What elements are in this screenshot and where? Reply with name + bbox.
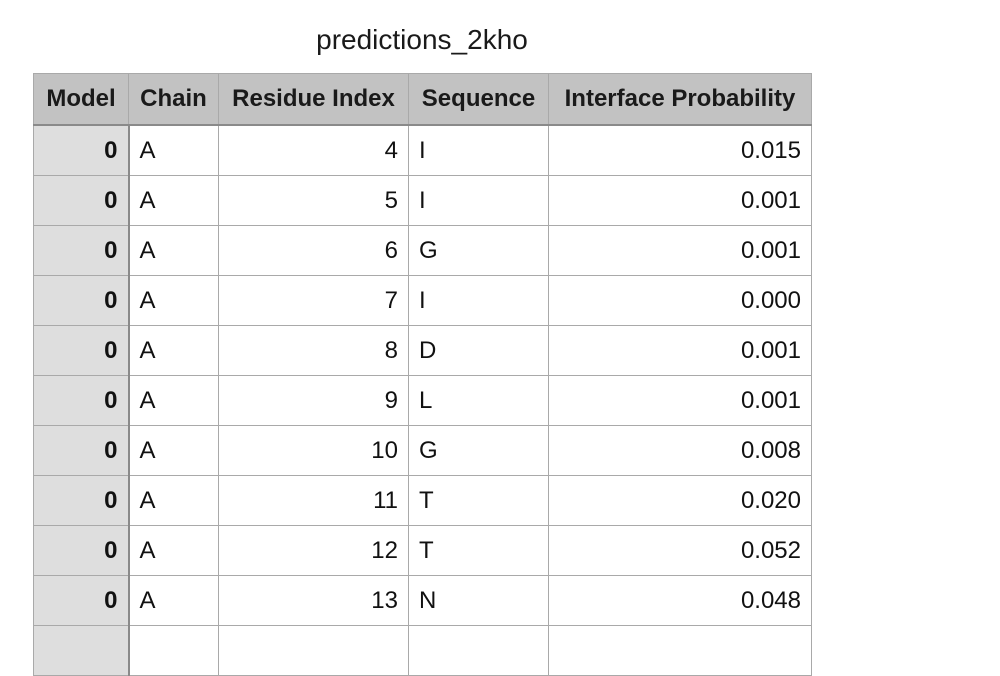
residue-index-cell[interactable]: 6 bbox=[218, 225, 409, 276]
chain-cell[interactable]: A bbox=[128, 525, 219, 576]
table-row: 0 A 8 D 0.001 bbox=[33, 325, 812, 376]
chain-cell[interactable]: A bbox=[128, 225, 219, 276]
chain-cell[interactable] bbox=[128, 625, 219, 676]
sequence-cell[interactable]: I bbox=[408, 124, 549, 176]
residue-index-cell[interactable]: 4 bbox=[218, 124, 409, 176]
sequence-cell[interactable]: L bbox=[408, 375, 549, 426]
sheet-title: predictions_2kho bbox=[316, 24, 528, 55]
sequence-cell[interactable]: D bbox=[408, 325, 549, 376]
model-cell[interactable]: 0 bbox=[33, 325, 130, 376]
table-body: 0 A 4 I 0.015 0 A 5 I 0.001 0 A 6 G 0.001 0 A 7 I 0.000 0 A 8 D… bbox=[33, 124, 812, 676]
sequence-cell[interactable] bbox=[408, 625, 549, 676]
model-cell[interactable]: 0 bbox=[33, 225, 130, 276]
interface-probability-cell[interactable]: 0.015 bbox=[548, 124, 812, 176]
sequence-cell[interactable]: G bbox=[408, 225, 549, 276]
interface-probability-cell[interactable]: 0.020 bbox=[548, 475, 812, 526]
model-cell[interactable]: 0 bbox=[33, 375, 130, 426]
table-row: 0 A 10 G 0.008 bbox=[33, 425, 812, 476]
chain-cell[interactable]: A bbox=[128, 425, 219, 476]
interface-probability-cell[interactable]: 0.001 bbox=[548, 325, 812, 376]
table-row bbox=[33, 625, 812, 676]
chain-cell[interactable]: A bbox=[128, 575, 219, 626]
interface-probability-cell[interactable]: 0.001 bbox=[548, 225, 812, 276]
sequence-cell[interactable]: I bbox=[408, 275, 549, 326]
residue-index-cell[interactable]: 11 bbox=[218, 475, 409, 526]
sequence-cell[interactable]: T bbox=[408, 475, 549, 526]
model-cell[interactable]: 0 bbox=[33, 425, 130, 476]
model-cell[interactable] bbox=[33, 625, 130, 676]
residue-index-cell[interactable]: 9 bbox=[218, 375, 409, 426]
model-cell[interactable]: 0 bbox=[33, 175, 130, 226]
column-header-sequence[interactable]: Sequence bbox=[408, 73, 549, 126]
predictions-table: Model Chain Residue Index Sequence Inter… bbox=[33, 73, 812, 676]
chain-cell[interactable]: A bbox=[128, 124, 219, 176]
predictions-table-container: Model Chain Residue Index Sequence Inter… bbox=[33, 73, 812, 676]
column-header-interface-probability[interactable]: Interface Probability bbox=[548, 73, 812, 126]
sequence-cell[interactable]: G bbox=[408, 425, 549, 476]
residue-index-cell[interactable] bbox=[218, 625, 409, 676]
column-header-residue-index[interactable]: Residue Index bbox=[218, 73, 409, 126]
interface-probability-cell[interactable]: 0.001 bbox=[548, 175, 812, 226]
model-cell[interactable]: 0 bbox=[33, 124, 130, 176]
residue-index-cell[interactable]: 13 bbox=[218, 575, 409, 626]
chain-cell[interactable]: A bbox=[128, 175, 219, 226]
table-row: 0 A 5 I 0.001 bbox=[33, 175, 812, 226]
interface-probability-cell[interactable]: 0.000 bbox=[548, 275, 812, 326]
table-row: 0 A 6 G 0.001 bbox=[33, 225, 812, 276]
table-row: 0 A 12 T 0.052 bbox=[33, 525, 812, 576]
column-header-model[interactable]: Model bbox=[33, 73, 129, 126]
residue-index-cell[interactable]: 5 bbox=[218, 175, 409, 226]
table-row: 0 A 4 I 0.015 bbox=[33, 124, 812, 176]
sequence-cell[interactable]: T bbox=[408, 525, 549, 576]
model-cell[interactable]: 0 bbox=[33, 275, 130, 326]
residue-index-cell[interactable]: 12 bbox=[218, 525, 409, 576]
header-row: Model Chain Residue Index Sequence Inter… bbox=[33, 73, 812, 126]
residue-index-cell[interactable]: 10 bbox=[218, 425, 409, 476]
residue-index-cell[interactable]: 7 bbox=[218, 275, 409, 326]
interface-probability-cell[interactable]: 0.008 bbox=[548, 425, 812, 476]
residue-index-cell[interactable]: 8 bbox=[218, 325, 409, 376]
sequence-cell[interactable]: N bbox=[408, 575, 549, 626]
sequence-cell[interactable]: I bbox=[408, 175, 549, 226]
chain-cell[interactable]: A bbox=[128, 325, 219, 376]
model-cell[interactable]: 0 bbox=[33, 475, 130, 526]
table-row: 0 A 9 L 0.001 bbox=[33, 375, 812, 426]
chain-cell[interactable]: A bbox=[128, 275, 219, 326]
model-cell[interactable]: 0 bbox=[33, 575, 130, 626]
table-row: 0 A 7 I 0.000 bbox=[33, 275, 812, 326]
model-cell[interactable]: 0 bbox=[33, 525, 130, 576]
table-row: 0 A 13 N 0.048 bbox=[33, 575, 812, 626]
chain-cell[interactable]: A bbox=[128, 475, 219, 526]
interface-probability-cell[interactable]: 0.048 bbox=[548, 575, 812, 626]
table-row: 0 A 11 T 0.020 bbox=[33, 475, 812, 526]
chain-cell[interactable]: A bbox=[128, 375, 219, 426]
interface-probability-cell[interactable]: 0.052 bbox=[548, 525, 812, 576]
interface-probability-cell[interactable]: 0.001 bbox=[548, 375, 812, 426]
interface-probability-cell[interactable] bbox=[548, 625, 812, 676]
column-header-chain[interactable]: Chain bbox=[128, 73, 219, 126]
